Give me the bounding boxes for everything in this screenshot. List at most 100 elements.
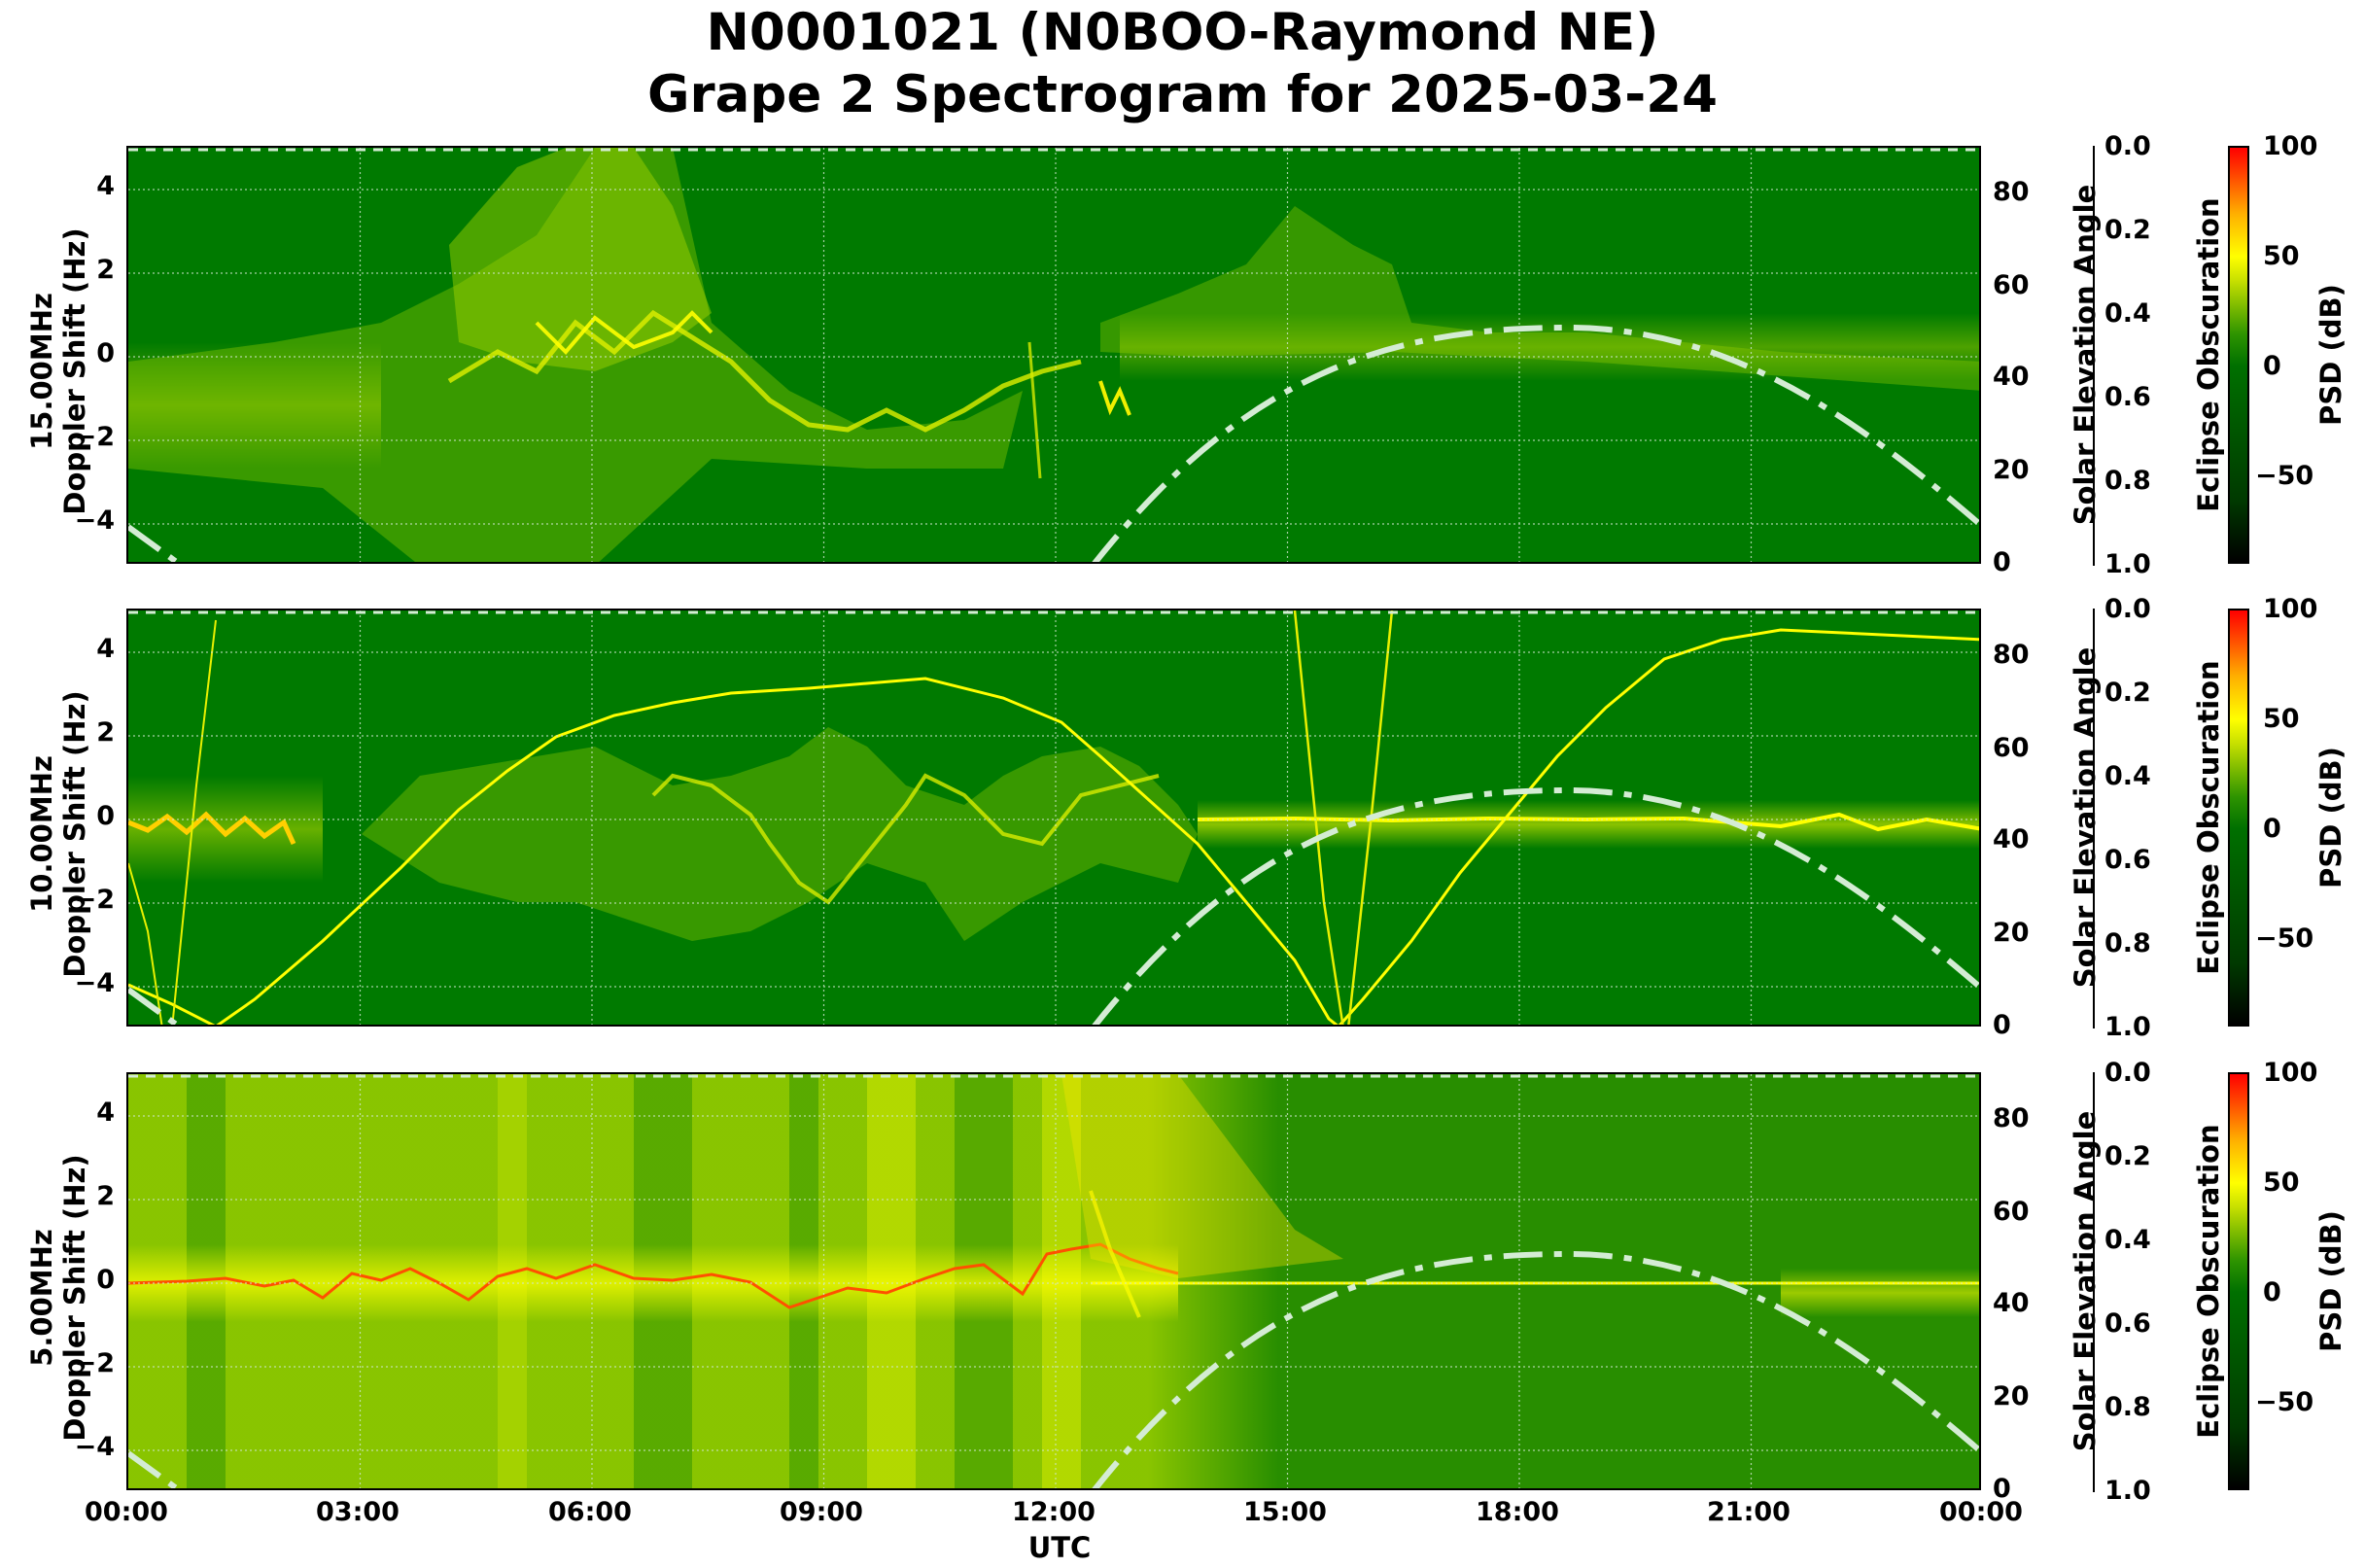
eclipse-tick: 0.2: [2104, 215, 2151, 245]
cbar-tick: −50: [2255, 923, 2314, 954]
xtick: 18:00: [1476, 1497, 1559, 1527]
eclipse-axis-line: [2093, 609, 2095, 1028]
x-axis-label: UTC: [1027, 1531, 1092, 1564]
colorbar-label: PSD (dB): [2314, 747, 2348, 889]
cbar-tick: −50: [2255, 461, 2314, 491]
eclipse-tick: 1.0: [2104, 549, 2151, 579]
doppler-axis-label: 15.00MHz Doppler Shift (Hz): [25, 177, 91, 566]
eclipse-tick: 0.4: [2104, 761, 2151, 791]
eclipse-tick: 0.0: [2104, 594, 2151, 624]
solar-tick: 40: [1993, 1288, 2030, 1318]
ytick: 2: [96, 717, 115, 748]
xtick: 00:00: [1939, 1497, 2023, 1527]
eclipse-axis-label: Eclipse Obscuration: [2192, 1124, 2225, 1439]
cbar-tick: 100: [2263, 1058, 2318, 1088]
eclipse-tick: 0.6: [2104, 1308, 2151, 1339]
solar-tick: 60: [1993, 733, 2030, 763]
solar-tick: 0: [1993, 1010, 2011, 1040]
xtick: 06:00: [548, 1497, 632, 1527]
xtick: 09:00: [780, 1497, 863, 1527]
ytick: 2: [96, 255, 115, 285]
solar-tick: 20: [1993, 1381, 2030, 1411]
eclipse-tick: 0.4: [2104, 298, 2151, 329]
solar-elevation-curve: [128, 324, 1979, 562]
solar-tick: 60: [1993, 1197, 2030, 1227]
ytick: 4: [96, 1098, 115, 1128]
eclipse-tick: 0.8: [2104, 1392, 2151, 1422]
ytick: 4: [96, 634, 115, 664]
colorbar-gradient: [2228, 1072, 2249, 1490]
ytick: −2: [74, 422, 115, 452]
solar-tick: 80: [1993, 1103, 2030, 1133]
chart-title-line1: N0001021 (N0BOO-Raymond NE): [706, 3, 1659, 62]
eclipse-tick: 1.0: [2104, 1476, 2151, 1506]
eclipse-tick: 0.8: [2104, 466, 2151, 496]
spectrogram-panel-5mhz: [126, 1072, 1981, 1490]
solar-tick: 80: [1993, 640, 2030, 670]
eclipse-axis-label: Eclipse Obscuration: [2192, 660, 2225, 975]
ytick: 0: [96, 338, 115, 368]
doppler-axis-label: 10.00MHz Doppler Shift (Hz): [25, 640, 91, 1028]
eclipse-tick: 0.0: [2104, 131, 2151, 161]
cbar-tick: 0: [2263, 1277, 2281, 1307]
xtick: 21:00: [1707, 1497, 1791, 1527]
eclipse-tick: 1.0: [2104, 1012, 2151, 1042]
frequency-label: 15.00MHz: [25, 293, 58, 450]
spectrogram-image: [128, 148, 1979, 562]
interference-trace: [128, 628, 1979, 1025]
eclipse-tick: 0.6: [2104, 382, 2151, 412]
cbar-tick: −50: [2255, 1387, 2314, 1417]
ylabel-text: Doppler Shift (Hz): [58, 690, 91, 978]
solar-tick: 0: [1993, 1474, 2011, 1504]
eclipse-tick: 0.6: [2104, 845, 2151, 875]
colorbar-gradient: [2228, 609, 2249, 1027]
solar-tick: 20: [1993, 455, 2030, 485]
ylabel-text: Doppler Shift (Hz): [58, 1154, 91, 1442]
solar-tick: 0: [1993, 547, 2011, 577]
frequency-label: 5.00MHz: [25, 1229, 58, 1367]
cbar-tick: 100: [2263, 131, 2318, 161]
colorbar-gradient: [2228, 146, 2249, 564]
xtick: 12:00: [1012, 1497, 1096, 1527]
ytick: 0: [96, 801, 115, 831]
solar-tick: 80: [1993, 177, 2030, 207]
colorbar-label: PSD (dB): [2314, 1210, 2348, 1352]
solar-axis-label: Solar Elevation Angle: [2069, 646, 2102, 989]
ytick: −4: [74, 968, 115, 998]
eclipse-axis-label: Eclipse Obscuration: [2192, 197, 2225, 512]
solar-tick: 40: [1993, 362, 2030, 392]
xtick: 03:00: [316, 1497, 400, 1527]
cbar-tick: 100: [2263, 594, 2318, 624]
solar-elevation-curve: [128, 786, 1979, 1025]
eclipse-axis-line: [2093, 146, 2095, 566]
chart-title-line2: Grape 2 Spectrogram for 2025-03-24: [646, 65, 1719, 124]
cbar-tick: 0: [2263, 351, 2281, 381]
ytick: 2: [96, 1181, 115, 1211]
ytick: 0: [96, 1265, 115, 1295]
cbar-tick: 50: [2263, 1167, 2300, 1198]
cbar-tick: 0: [2263, 814, 2281, 844]
cbar-tick: 50: [2263, 241, 2300, 271]
xtick: 00:00: [85, 1497, 168, 1527]
ytick: −2: [74, 885, 115, 915]
eclipse-tick: 0.2: [2104, 678, 2151, 708]
eclipse-axis-line: [2093, 1072, 2095, 1492]
spectrogram-image: [128, 1074, 1979, 1488]
spectrogram-image: [128, 610, 1979, 1025]
ytick: −4: [74, 1432, 115, 1462]
solar-tick: 20: [1993, 918, 2030, 948]
solar-tick: 60: [1993, 270, 2030, 300]
eclipse-tick: 0.4: [2104, 1225, 2151, 1255]
ytick: −2: [74, 1348, 115, 1378]
cbar-tick: 50: [2263, 704, 2300, 734]
ytick: 4: [96, 171, 115, 201]
eclipse-tick: 0.8: [2104, 928, 2151, 958]
colorbar-label: PSD (dB): [2314, 284, 2348, 426]
xtick: 15:00: [1243, 1497, 1327, 1527]
frequency-label: 10.00MHz: [25, 755, 58, 913]
spectrogram-panel-10mhz: [126, 609, 1981, 1027]
carrier-trace: [128, 1242, 1179, 1309]
ylabel-text: Doppler Shift (Hz): [58, 227, 91, 515]
ytick: −4: [74, 505, 115, 536]
eclipse-tick: 0.2: [2104, 1141, 2151, 1171]
